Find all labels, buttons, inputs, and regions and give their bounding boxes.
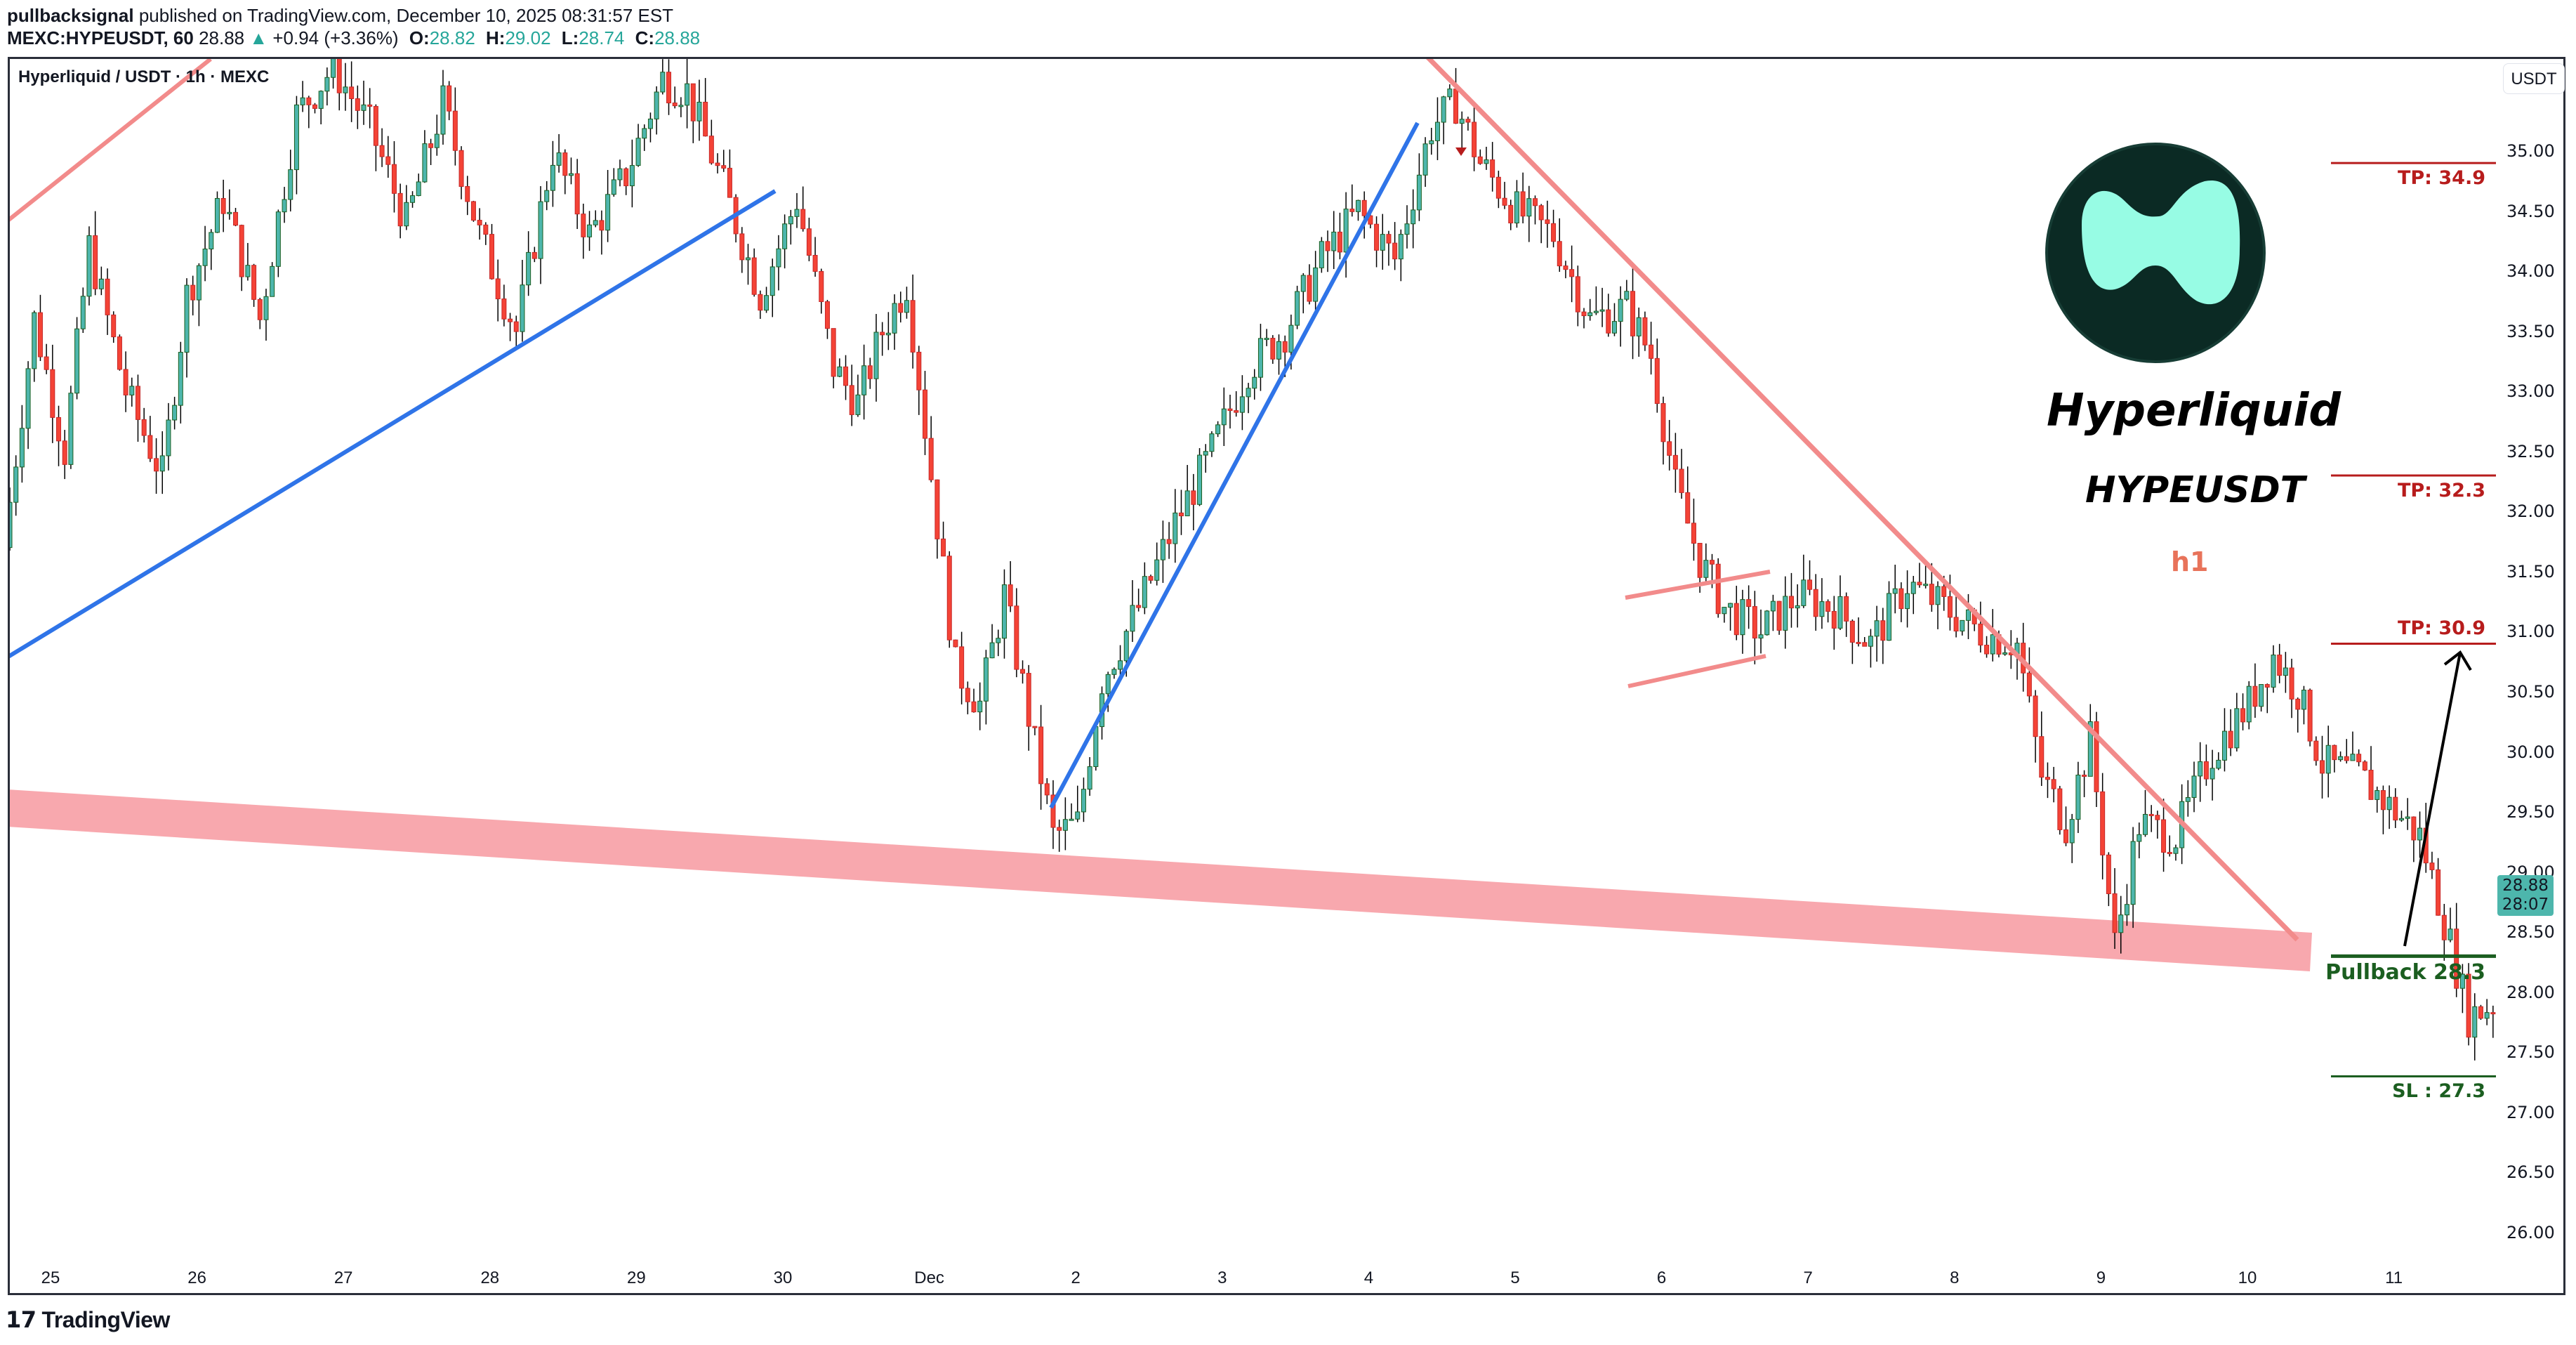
- price-tick: 26.00: [2506, 1222, 2555, 1242]
- chart-frame: [8, 57, 2565, 1295]
- close-label: C:: [635, 27, 655, 48]
- price-tick: 28.50: [2506, 922, 2555, 943]
- low-value: 28.74: [579, 27, 625, 48]
- tradingview-brand[interactable]: 𝟭𝟳 TradingView: [6, 1306, 170, 1333]
- support-zone[interactable]: [7, 789, 2312, 971]
- tp3-level-label: TP: 34.9: [2397, 167, 2485, 190]
- high-label: H:: [486, 27, 506, 48]
- time-tick: 25: [41, 1268, 60, 1287]
- change-value: +0.94 (+3.36%): [272, 27, 399, 48]
- price-tick: 29.50: [2506, 802, 2555, 822]
- chart-legend: Hyperliquid / USDT · 1h · MEXC: [18, 67, 270, 86]
- price-tick: 31.50: [2506, 561, 2555, 582]
- price-tick: 34.00: [2506, 261, 2555, 282]
- price-tick: 32.50: [2506, 441, 2555, 461]
- sl-level-label: SL : 27.3: [2392, 1080, 2485, 1103]
- price-tick: 33.00: [2506, 381, 2555, 402]
- candlestick-series: [10, 59, 2496, 1061]
- tp1-level-label: TP: 30.9: [2397, 617, 2485, 639]
- target-arrow[interactable]: [2403, 652, 2462, 947]
- pullback-level-label: Pullback 28.3: [2325, 960, 2485, 985]
- overlay-title: Hyperliquid: [2047, 385, 2341, 437]
- price-tick: 34.50: [2506, 201, 2555, 221]
- last-price-badge: 28.88 28:07: [2497, 875, 2554, 916]
- close-value: 28.88: [654, 27, 701, 48]
- trendline-red-descending[interactable]: [1426, 56, 2299, 942]
- price-tick: 35.00: [2506, 141, 2555, 161]
- bar-countdown: 28:07: [2502, 895, 2549, 914]
- author-name[interactable]: pullbacksignal: [7, 5, 134, 26]
- time-tick: 11: [2385, 1268, 2403, 1287]
- brand-name: TradingView: [41, 1306, 171, 1332]
- price-tick: 31.00: [2506, 622, 2555, 642]
- time-tick: 28: [480, 1268, 500, 1287]
- low-label: L:: [561, 27, 579, 48]
- time-tick: 6: [1656, 1268, 1667, 1287]
- time-tick: 5: [1510, 1268, 1520, 1287]
- time-tick: 7: [1803, 1268, 1813, 1287]
- last-price-value: 28.88: [2502, 877, 2549, 895]
- time-tick: 29: [627, 1268, 646, 1287]
- price-tick: 28.00: [2506, 982, 2555, 1002]
- symbol-info: MEXC:HYPEUSDT, 60 28.88 ▲ +0.94 (+3.36%)…: [7, 27, 700, 49]
- price-levels: [2331, 162, 2496, 1077]
- time-tick: 26: [187, 1268, 206, 1287]
- time-tick: 4: [1363, 1268, 1374, 1287]
- time-tick: 3: [1217, 1268, 1227, 1287]
- time-tick: 10: [2238, 1268, 2257, 1287]
- flag-upper-line[interactable]: [1625, 570, 1771, 600]
- trendline-blue-impulse[interactable]: [1049, 122, 1420, 809]
- price-tick: 27.50: [2506, 1042, 2555, 1063]
- flag-lower-line[interactable]: [1627, 654, 1766, 688]
- hyperliquid-logo: [2045, 143, 2266, 363]
- symbol-line: MEXC:HYPEUSDT, 60: [7, 27, 194, 48]
- price-tick: 33.50: [2506, 321, 2555, 341]
- trendline-red-upper-left[interactable]: [7, 59, 212, 222]
- currency-button[interactable]: USDT: [2503, 63, 2565, 94]
- open-label: O:: [409, 27, 430, 48]
- arrow-head-icon: [2443, 650, 2472, 671]
- time-tick: 30: [773, 1268, 793, 1287]
- signal-marker-icon: [1455, 147, 1467, 156]
- publish-info: pullbacksignal published on TradingView.…: [7, 4, 673, 27]
- trendline-blue-long[interactable]: [7, 189, 777, 659]
- price-tick: 27.00: [2506, 1102, 2555, 1122]
- time-tick: Dec: [914, 1268, 944, 1287]
- price-tick: 30.00: [2506, 742, 2555, 762]
- time-tick: 27: [333, 1268, 353, 1287]
- price-tick: 32.00: [2506, 501, 2555, 522]
- overlay-symbol: HYPEUSDT: [2085, 469, 2306, 511]
- published-text: published on TradingView.com, December 1…: [138, 5, 674, 26]
- time-tick: 9: [2096, 1268, 2106, 1287]
- time-tick: 8: [1950, 1268, 1960, 1287]
- tradingview-logo-icon: 𝟭𝟳: [6, 1307, 37, 1332]
- up-arrow-icon: ▲: [249, 27, 268, 48]
- open-value: 28.82: [429, 27, 475, 48]
- price-tick: 26.50: [2506, 1162, 2555, 1183]
- high-value: 29.02: [505, 27, 551, 48]
- price-tick: 30.50: [2506, 681, 2555, 702]
- overlay-timeframe: h1: [2171, 546, 2209, 577]
- last-price: 28.88: [199, 27, 245, 48]
- time-tick: 2: [1071, 1268, 1081, 1287]
- tp2-level-label: TP: 32.3: [2397, 479, 2485, 501]
